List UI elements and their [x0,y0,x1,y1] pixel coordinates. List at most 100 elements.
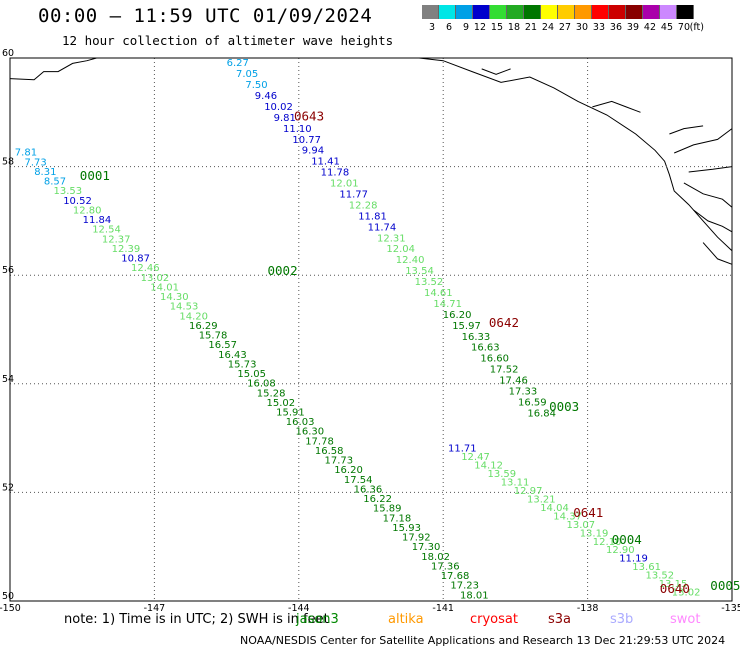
swh-value: 16.57 [208,340,237,351]
swh-value: 14.53 [170,302,199,313]
swh-value: 17.68 [441,571,470,582]
colorbar-swatch [592,5,609,19]
swh-value: 13.02 [141,273,170,284]
swh-value: 16.60 [480,354,509,365]
pass-number-label: 0640 [660,581,690,596]
lon-tick-label: -141 [432,603,454,614]
swh-value: 16.33 [462,332,491,343]
swh-value: 13.07 [567,520,596,531]
swh-value: 12.97 [514,486,543,497]
pass-number-label: 0641 [573,505,603,520]
pass-labels: 0643 0001 0002 0642 0003 0641 0004 0640 0005 [80,108,740,596]
coastline-segment [481,68,511,75]
colorbar-swatch [609,5,626,19]
colorbar-swatch [643,5,660,19]
colorbar-label: 21 [524,22,537,33]
lon-tick-label: -150 [0,603,21,614]
pass-number-label: 0643 [294,108,324,123]
swh-value: 11.78 [321,168,350,179]
swh-value: 16.20 [334,465,363,476]
coastline [9,57,733,265]
swh-value: 12.04 [386,244,415,255]
swh-value: 13.53 [54,186,83,197]
swh-value: 10.87 [121,254,150,265]
coastline-segment [419,57,733,252]
swh-value: 16.20 [443,310,472,321]
swh-value: 13.19 [580,528,609,539]
coastline-segment [669,125,704,135]
swh-value: 13.61 [632,562,661,573]
coastline-segment [693,209,733,233]
colorbar-swatch [439,5,456,19]
swh-value: 12.90 [606,545,635,556]
pass-number-label: 0001 [80,168,110,183]
colorbar-swatch [541,5,558,19]
swh-value: 8.57 [44,177,66,188]
swh-value: 9.94 [302,146,324,157]
swh-value: 16.63 [471,343,500,354]
lat-tick-label: 60 [2,48,14,59]
swh-value: 17.23 [450,581,479,592]
swh-value: 16.03 [286,417,315,428]
swh-value: 17.33 [509,387,538,398]
swh-value: 15.05 [237,369,266,380]
swh-value: 17.92 [402,533,431,544]
swh-value: 14.37 [553,511,582,522]
swh-value: 16.43 [218,350,247,361]
chart-title: 00:00 – 11:59 UTC 01/09/2024 [38,5,373,27]
colorbar-swatch [524,5,541,19]
lat-tick-label: 52 [2,482,14,493]
swh-value: 15.78 [199,331,228,342]
map-grid [9,57,733,602]
colorbar-label: 15 [490,22,503,33]
swh-value: 14.12 [474,461,503,472]
swh-value: 12.01 [330,179,359,190]
swh-value: 9.81 [274,113,296,124]
pass-number-label: 0002 [268,263,298,278]
pass-number-label: 0642 [489,315,519,330]
map-frame [9,57,733,602]
lon-tick-label: -138 [577,603,599,614]
colorbar-swatch [660,5,677,19]
footer-credit: NOAA/NESDIS Center for Satellite Applica… [240,634,726,647]
swh-value: 11.84 [83,215,112,226]
swh-value: 12.54 [92,225,121,236]
swh-value: 7.81 [15,148,37,159]
swh-value: 13.54 [405,266,434,277]
swh-value: 16.22 [363,494,392,505]
colorbar-swatch [456,5,473,19]
swh-value: 13.52 [415,277,444,288]
swh-value: 11.77 [339,190,368,201]
swh-value: 15.93 [392,523,421,534]
colorbar-label: 70 [677,22,690,33]
colorbar-label: 36 [609,22,622,33]
colorbar-label: 27 [558,22,571,33]
colorbar-label: 12 [473,22,486,33]
swh-value: 14.61 [424,288,453,299]
swh-value: 11.10 [283,124,312,135]
satellite-legend-item: swot [670,612,701,627]
swh-value: 18.02 [421,552,450,563]
swh-value: 8.31 [34,167,56,178]
colorbar-label: 6 [445,22,452,33]
swh-value: 9.46 [255,91,277,102]
swh-value: 7.05 [236,69,258,80]
lon-tick-label: -135 [721,603,740,614]
swh-value: 15.91 [276,408,305,419]
coastline-segment [702,242,733,265]
swh-value: 14.30 [160,292,189,303]
swh-value: 17.46 [499,376,528,387]
pass-number-label: 0003 [549,399,579,414]
swh-value: 14.04 [540,503,569,514]
units-note: note: 1) Time is in UTC; 2) SWH is in fe… [64,612,329,627]
lat-tick-label: 54 [2,374,14,385]
swh-value: 13.15 [659,579,688,590]
swh-value: 16.58 [315,446,344,457]
swh-value: 16.84 [527,408,556,419]
swh-value: 12.31 [377,233,406,244]
swh-value: 13.11 [501,478,530,489]
swh-value: 13.21 [527,495,556,506]
lon-tick-label: -147 [144,603,166,614]
colorbar-label: 3 [428,22,435,33]
swh-value: 12.80 [73,206,102,217]
